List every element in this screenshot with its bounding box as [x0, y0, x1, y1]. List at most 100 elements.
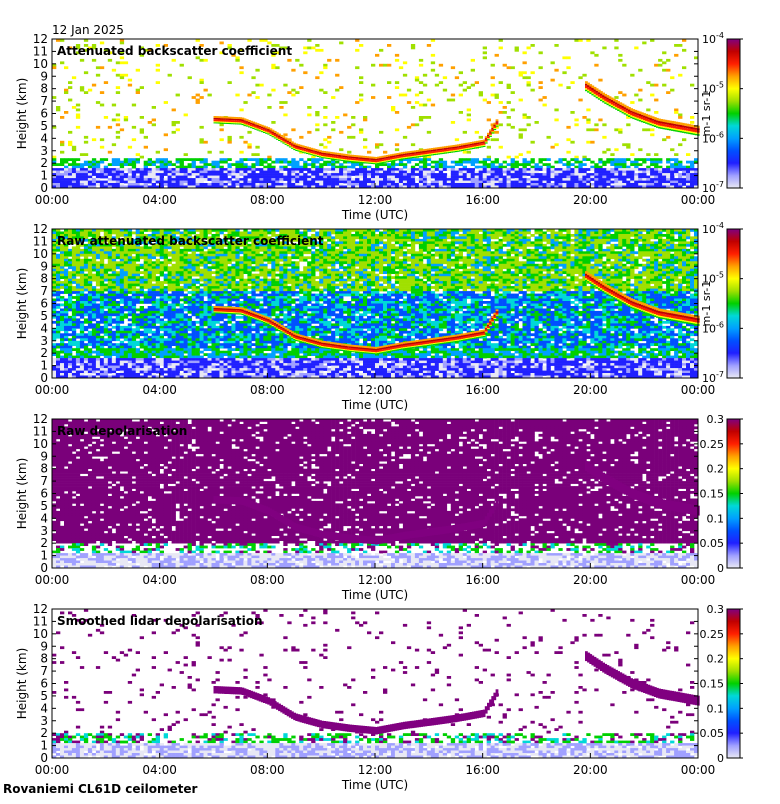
y-tick-label: 9 [40, 639, 48, 653]
colorbar-tick-label: 0.2 [707, 463, 725, 476]
y-tick-label: 10 [33, 627, 48, 641]
y-tick-label: 7 [40, 284, 48, 298]
colorbar-tick-label: 0.2 [707, 653, 725, 666]
y-tick-label: 6 [40, 487, 48, 501]
y-tick-label: 4 [40, 511, 48, 525]
colorbar-tick-label: 0.1 [707, 512, 725, 525]
y-tick-label: 4 [40, 131, 48, 145]
colorbar-unit: m-1 sr-1 [700, 91, 713, 137]
x-tick-label: 08:00 [250, 763, 285, 777]
y-tick-label: 8 [40, 82, 48, 96]
signal-noise [52, 419, 698, 568]
y-tick-label: 12 [33, 412, 48, 426]
x-tick-label: 20:00 [573, 763, 608, 777]
signal-noise [52, 229, 698, 378]
colorbar: 0 0.05 0.1 0.15 0.2 0.25 0.3 [700, 603, 744, 765]
x-tick-label: 20:00 [573, 193, 608, 207]
x-tick-label: 12:00 [358, 573, 393, 587]
x-tick-label: 12:00 [358, 193, 393, 207]
y-tick-label: 9 [40, 259, 48, 273]
colorbar-tick-label: 0 [717, 752, 724, 765]
x-axis-label: Time (UTC) [341, 398, 408, 412]
y-tick-label: 8 [40, 272, 48, 286]
x-tick-label: 08:00 [250, 193, 285, 207]
y-tick-label: 12 [33, 602, 48, 616]
x-tick-label: 04:00 [142, 383, 177, 397]
y-axis-label: Height (km) [15, 268, 29, 339]
x-tick-label: 20:00 [573, 573, 608, 587]
y-tick-label: 8 [40, 462, 48, 476]
colorbar-tick-label: 0.3 [707, 603, 725, 616]
y-tick-label: 10 [33, 247, 48, 261]
colorbar-tick-label: 10-7 [702, 180, 724, 195]
y-axis-label: Height (km) [15, 78, 29, 149]
y-tick-label: 3 [40, 334, 48, 348]
y-axis-label: Height (km) [15, 648, 29, 719]
x-tick-label: 04:00 [142, 193, 177, 207]
x-tick-label: 16:00 [465, 763, 500, 777]
y-tick-label: 9 [40, 449, 48, 463]
x-axis-label: Time (UTC) [341, 588, 408, 602]
y-tick-label: 11 [33, 424, 48, 438]
panel-title: Raw depolarisation [57, 424, 187, 438]
x-tick-label: 20:00 [573, 383, 608, 397]
x-tick-label: 04:00 [142, 763, 177, 777]
y-tick-label: 1 [40, 359, 48, 373]
panel-title: Attenuated backscatter coefficient [57, 44, 292, 58]
y-tick-label: 4 [40, 321, 48, 335]
y-tick-label: 2 [40, 726, 48, 740]
y-tick-label: 3 [40, 524, 48, 538]
y-tick-label: 5 [40, 309, 48, 323]
x-tick-label: 00:00 [35, 763, 70, 777]
date-label: 12 Jan 2025 [52, 23, 124, 37]
y-tick-label: 6 [40, 677, 48, 691]
y-tick-label: 11 [33, 44, 48, 58]
y-tick-label: 5 [40, 689, 48, 703]
colorbar-tick-label: 0.1 [707, 702, 725, 715]
y-tick-label: 2 [40, 346, 48, 360]
colorbar-tick-label: 10-4 [702, 31, 724, 46]
y-tick-label: 4 [40, 701, 48, 715]
y-tick-label: 5 [40, 499, 48, 513]
colorbar-tick-label: 10-7 [702, 370, 724, 385]
x-tick-label: 00:00 [681, 573, 716, 587]
x-tick-label: 16:00 [465, 573, 500, 587]
y-tick-label: 7 [40, 94, 48, 108]
colorbar: 00.050.10.150.20.250.3 [700, 413, 744, 575]
y-tick-label: 3 [40, 714, 48, 728]
y-tick-label: 10 [33, 57, 48, 71]
colorbar-tick-label: 0.25 [700, 628, 725, 641]
x-tick-label: 00:00 [681, 193, 716, 207]
colorbar-unit: m-1 sr-1 [700, 281, 713, 327]
x-tick-label: 00:00 [35, 193, 70, 207]
colorbar-tick-label: 0.05 [700, 727, 725, 740]
x-tick-label: 00:00 [35, 383, 70, 397]
x-tick-label: 16:00 [465, 193, 500, 207]
colorbar: 10-710-610-510-4m-1 sr-1 [700, 221, 743, 385]
colorbar-tick-label: 0.15 [700, 678, 725, 691]
colorbar-tick-label: 10-4 [702, 221, 724, 236]
colorbar-tick-label: 0.3 [707, 413, 725, 426]
x-tick-label: 12:00 [358, 383, 393, 397]
x-axis-label: Time (UTC) [341, 208, 408, 222]
x-tick-label: 00:00 [681, 383, 716, 397]
y-tick-label: 10 [33, 437, 48, 451]
y-tick-label: 2 [40, 156, 48, 170]
y-tick-label: 12 [33, 32, 48, 46]
x-tick-label: 00:00 [681, 763, 716, 777]
y-tick-label: 7 [40, 474, 48, 488]
x-tick-label: 12:00 [358, 763, 393, 777]
y-tick-label: 7 [40, 664, 48, 678]
x-tick-label: 00:00 [35, 573, 70, 587]
panel-title: Smoothed lidar depolarisation [57, 614, 263, 628]
y-tick-label: 1 [40, 549, 48, 563]
y-tick-label: 9 [40, 69, 48, 83]
x-tick-label: 08:00 [250, 383, 285, 397]
colorbar-tick-label: 0.25 [700, 438, 725, 451]
x-tick-label: 04:00 [142, 573, 177, 587]
